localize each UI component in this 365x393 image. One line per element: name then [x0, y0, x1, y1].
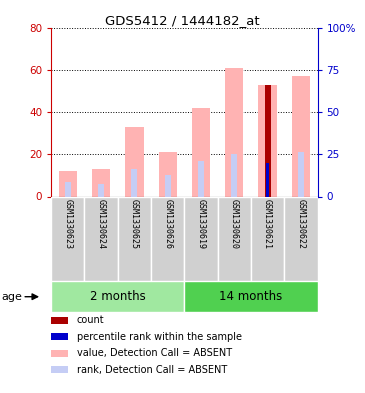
- Bar: [184, 196, 218, 281]
- Bar: [92, 169, 110, 196]
- Bar: [184, 281, 318, 312]
- Bar: [118, 196, 151, 281]
- Text: age: age: [2, 292, 23, 302]
- Bar: [258, 84, 277, 196]
- Text: GSM1330622: GSM1330622: [296, 199, 306, 249]
- Bar: [59, 171, 77, 196]
- Bar: [84, 196, 118, 281]
- Bar: [165, 175, 171, 196]
- Bar: [151, 196, 184, 281]
- Bar: [265, 154, 270, 196]
- Bar: [292, 76, 310, 196]
- Bar: [131, 169, 137, 196]
- Bar: [265, 84, 270, 196]
- Bar: [98, 184, 104, 196]
- Text: GSM1330624: GSM1330624: [97, 199, 105, 249]
- Text: GSM1330625: GSM1330625: [130, 199, 139, 249]
- Bar: [298, 152, 304, 196]
- Bar: [158, 152, 177, 196]
- Bar: [125, 127, 143, 196]
- Bar: [65, 182, 71, 196]
- Bar: [51, 196, 84, 281]
- Bar: [51, 281, 184, 312]
- Bar: [218, 196, 251, 281]
- Text: 2 months: 2 months: [90, 290, 146, 303]
- Bar: [198, 161, 204, 196]
- Text: 14 months: 14 months: [219, 290, 283, 303]
- Text: value, Detection Call = ABSENT: value, Detection Call = ABSENT: [77, 348, 232, 358]
- Text: rank, Detection Call = ABSENT: rank, Detection Call = ABSENT: [77, 365, 227, 375]
- Text: count: count: [77, 315, 104, 325]
- Text: GSM1330623: GSM1330623: [63, 199, 72, 249]
- Bar: [225, 68, 243, 196]
- Text: percentile rank within the sample: percentile rank within the sample: [77, 332, 242, 342]
- Bar: [284, 196, 318, 281]
- Bar: [251, 196, 284, 281]
- Text: GSM1330619: GSM1330619: [196, 199, 205, 249]
- Text: GSM1330626: GSM1330626: [163, 199, 172, 249]
- Bar: [231, 154, 237, 196]
- Text: GDS5412 / 1444182_at: GDS5412 / 1444182_at: [105, 14, 260, 27]
- Text: GSM1330621: GSM1330621: [263, 199, 272, 249]
- Text: GSM1330620: GSM1330620: [230, 199, 239, 249]
- Bar: [192, 108, 210, 196]
- Bar: [266, 163, 269, 196]
